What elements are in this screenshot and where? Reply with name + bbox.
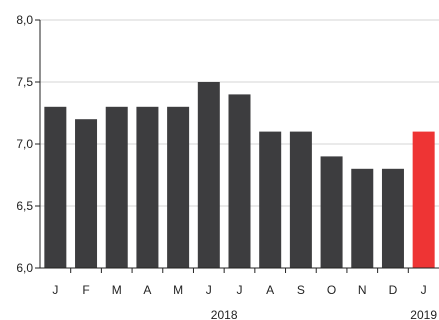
x-tick-label: A bbox=[266, 283, 274, 297]
bar bbox=[289, 131, 312, 268]
x-tick-label: J bbox=[421, 283, 427, 297]
x-tick-label: J bbox=[237, 283, 243, 297]
x-tick-label: M bbox=[173, 283, 183, 297]
x-tick-label: M bbox=[112, 283, 122, 297]
bar bbox=[136, 106, 159, 268]
y-tick-label: 6,0 bbox=[16, 261, 33, 275]
x-tick-label: J bbox=[52, 283, 58, 297]
bar bbox=[75, 119, 98, 268]
bar bbox=[44, 106, 67, 268]
bar bbox=[228, 94, 251, 269]
bar-highlight bbox=[412, 131, 435, 268]
x-tick-label: N bbox=[358, 283, 367, 297]
bar bbox=[167, 106, 190, 268]
x-tick-label: J bbox=[206, 283, 212, 297]
x-tick-label: A bbox=[143, 283, 151, 297]
bar bbox=[351, 168, 374, 268]
bar bbox=[381, 168, 404, 268]
bar bbox=[197, 82, 220, 268]
x-tick-label: S bbox=[297, 283, 305, 297]
axes bbox=[35, 19, 439, 273]
bars bbox=[44, 82, 435, 269]
y-tick-label: 7,0 bbox=[16, 137, 33, 151]
year-label: 2019 bbox=[410, 308, 437, 320]
year-label: 2018 bbox=[211, 308, 238, 320]
tick-labels: 6,0 6,5 7,0 7,5 8,0 J F M A M J J A S O N D J 2018 2019 bbox=[16, 13, 437, 320]
y-tick-label: 8,0 bbox=[16, 13, 33, 27]
bar bbox=[105, 106, 128, 268]
x-tick-label: O bbox=[327, 283, 336, 297]
x-tick-label: D bbox=[389, 283, 398, 297]
x-tick-label: F bbox=[82, 283, 89, 297]
bar bbox=[259, 131, 282, 268]
y-tick-label: 6,5 bbox=[16, 199, 33, 213]
y-tick-label: 7,5 bbox=[16, 75, 33, 89]
bar bbox=[320, 156, 343, 268]
